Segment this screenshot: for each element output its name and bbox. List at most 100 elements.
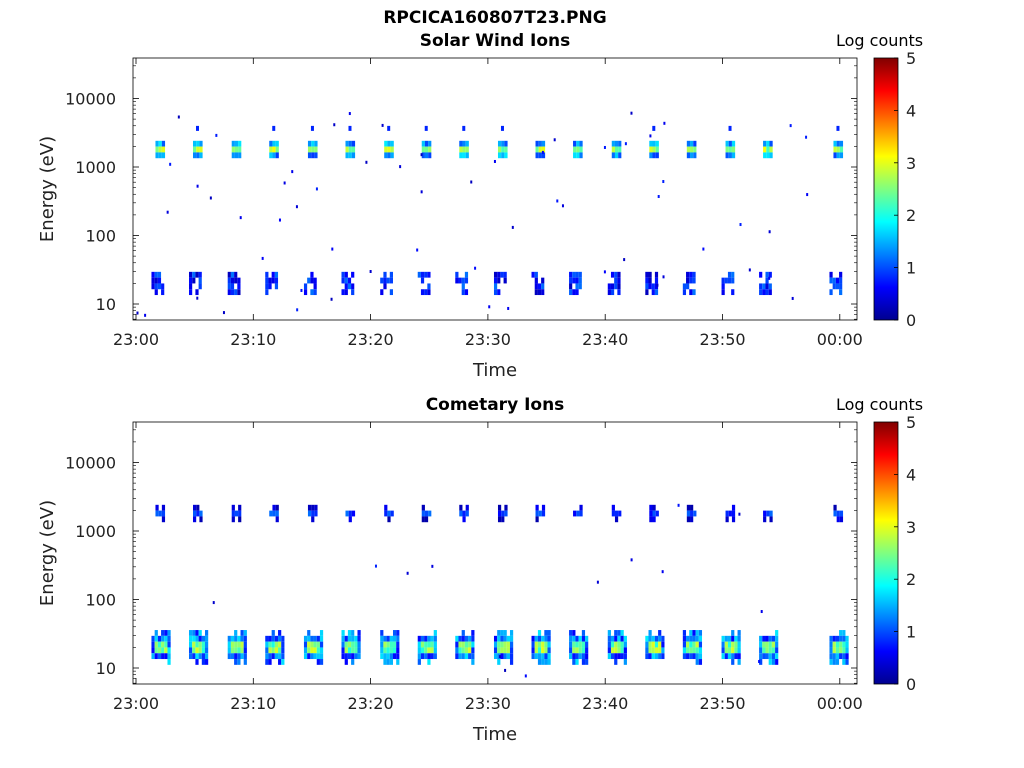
data-cell: [690, 510, 694, 517]
data-cell: [759, 659, 763, 665]
data-cell: [455, 647, 459, 654]
figure-title: RPCICA160807T23.PNG: [383, 8, 607, 28]
data-cell: [762, 641, 766, 648]
data-cell: [611, 510, 615, 517]
data-cell: [311, 510, 315, 517]
data-cell: [497, 140, 502, 147]
data-cell: [204, 647, 209, 654]
data-cell: [611, 146, 615, 153]
data-cell: [763, 140, 767, 147]
data-cell: [661, 635, 665, 642]
data-cell: [316, 653, 320, 660]
data-cell: [424, 510, 429, 517]
data-cell: [271, 653, 275, 660]
data-cell: [689, 647, 693, 654]
data-cell: [497, 653, 501, 660]
data-cell: [585, 659, 589, 665]
data-cell: [417, 271, 421, 278]
data-cell: [192, 641, 196, 648]
data-cell: [351, 283, 355, 290]
data-cell: [311, 504, 315, 511]
data-cell: [151, 271, 155, 278]
data-cell: [572, 635, 576, 642]
data-cell: [610, 653, 615, 660]
data-cell: [157, 283, 162, 290]
data-cell: [768, 283, 772, 290]
data-cell: [459, 504, 463, 511]
data-cell: [692, 271, 696, 278]
data-cell: [839, 510, 844, 517]
data-cell: [201, 635, 205, 642]
data-cell: [386, 653, 390, 660]
data-cell: [607, 630, 611, 636]
data-cell: [768, 647, 772, 654]
data-cell: [531, 271, 535, 278]
data-cell: [731, 647, 735, 654]
data-cell: [387, 140, 391, 147]
data-cell: [544, 641, 548, 648]
data-cell: [649, 146, 653, 153]
data-cell: [344, 289, 348, 296]
data-cell: [238, 140, 242, 147]
data-cell: [464, 271, 469, 278]
data-cell: [607, 289, 611, 296]
data-cell: [661, 641, 665, 648]
data-cell: [511, 225, 514, 229]
data-cell: [617, 635, 621, 642]
data-cell: [690, 152, 694, 159]
data-cell: [509, 641, 514, 648]
data-cell: [618, 146, 622, 153]
data-cell: [307, 630, 311, 636]
data-cell: [470, 180, 473, 184]
data-cell: [230, 635, 235, 642]
data-cell: [509, 635, 514, 642]
data-cell: [386, 647, 390, 654]
data-cell: [433, 653, 437, 660]
data-cell: [534, 271, 538, 278]
data-cell: [399, 165, 402, 169]
data-cell: [420, 635, 425, 642]
data-cell: [230, 289, 235, 296]
data-cell: [829, 277, 833, 284]
data-cell: [544, 647, 548, 654]
data-cell: [344, 647, 348, 654]
data-cell: [765, 283, 769, 290]
data-cell: [330, 297, 333, 301]
data-cell: [310, 125, 314, 131]
data-cell: [509, 647, 514, 654]
data-cell: [471, 630, 475, 636]
data-cell: [572, 289, 576, 296]
data-cell: [354, 641, 358, 648]
data-cell: [692, 641, 696, 648]
data-cell: [417, 647, 421, 654]
data-cell: [693, 140, 697, 147]
data-cell: [151, 635, 155, 642]
data-cell: [771, 635, 776, 642]
data-cell: [575, 283, 579, 290]
data-cell: [380, 630, 384, 636]
data-cell: [275, 140, 279, 147]
x-axis-label: Time: [472, 360, 517, 381]
data-cell: [658, 635, 662, 642]
data-cell: [240, 630, 244, 636]
data-cell: [341, 271, 345, 278]
data-cell: [693, 510, 697, 517]
data-cell: [196, 152, 200, 159]
data-cell: [192, 277, 196, 284]
data-cell: [380, 635, 384, 642]
data-cell: [682, 653, 687, 660]
data-cell: [234, 647, 238, 654]
data-cell: [500, 635, 504, 642]
data-cell: [271, 271, 275, 278]
data-cell: [154, 630, 158, 636]
data-cell: [839, 146, 844, 153]
data-cell: [157, 653, 162, 660]
data-cell: [503, 653, 507, 660]
data-cell: [278, 659, 282, 665]
data-cell: [459, 146, 463, 153]
data-cell: [465, 504, 469, 511]
data-cell: [569, 277, 573, 284]
data-cell: [833, 510, 837, 517]
data-cell: [731, 140, 736, 147]
data-cell: [231, 510, 235, 517]
